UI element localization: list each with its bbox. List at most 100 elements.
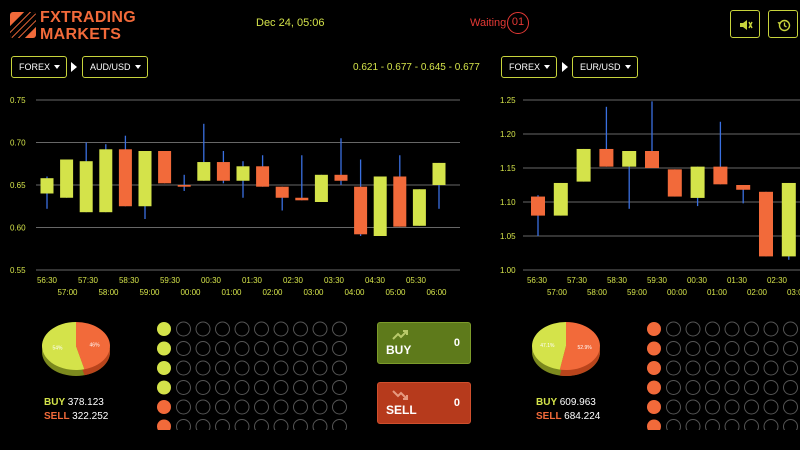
x-tick-label: 02:00 [747, 288, 768, 297]
result-dot-empty [176, 341, 191, 356]
result-dot-empty [685, 399, 701, 415]
result-dot-empty [234, 419, 250, 430]
candle-body [622, 151, 637, 167]
chevron-right-icon [71, 62, 77, 72]
y-tick-label: 1.15 [500, 164, 516, 173]
candle-body [432, 162, 446, 185]
result-dot-empty [293, 419, 308, 430]
result-dot-empty [724, 419, 740, 430]
sound-button[interactable] [730, 10, 760, 38]
candle-body [531, 196, 545, 216]
result-dot-empty [744, 341, 759, 356]
result-dot-filled [157, 380, 171, 395]
result-dot-empty [176, 360, 191, 376]
result-dot-empty [215, 419, 230, 430]
y-tick-label: 1.20 [500, 130, 516, 139]
x-tick-label: 57:00 [547, 288, 568, 297]
candle-body [412, 189, 426, 226]
totals-right: BUY 609.963 SELL 684.224 [536, 396, 600, 424]
result-dot-empty [195, 360, 211, 376]
sell-total-label: SELL [44, 411, 70, 422]
result-dot-empty [254, 380, 269, 395]
y-tick-label: 1.05 [500, 232, 516, 241]
result-dot-empty [724, 360, 740, 376]
sell-total-value: 322.252 [72, 411, 109, 422]
result-dot-empty [332, 419, 347, 430]
result-dot-empty [254, 321, 269, 337]
candle-body [99, 149, 113, 213]
y-tick-label: 0.75 [10, 96, 26, 105]
candle-body [79, 161, 93, 213]
pie-label-buy: 47.1% [540, 343, 555, 349]
history-grid-left [157, 321, 347, 430]
result-dot-empty [293, 341, 308, 356]
pair-select-left[interactable]: AUD/USD [82, 56, 148, 78]
result-dot-empty [273, 321, 289, 337]
pair-select-value: AUD/USD [90, 62, 131, 72]
pair-select-value: EUR/USD [580, 62, 621, 72]
result-dot-empty [685, 419, 701, 430]
result-dot-empty [195, 419, 211, 430]
result-dot-empty [763, 380, 779, 395]
market-select-right[interactable]: FOREX [501, 56, 557, 78]
x-tick-label: 58:00 [98, 288, 119, 297]
pie-slice-sell [559, 322, 600, 370]
logo-text-line1: FXTRADING [40, 9, 137, 26]
candle-body [275, 186, 289, 198]
result-dot-filled [157, 322, 171, 336]
candle-body [736, 185, 751, 190]
result-dot-filled [647, 380, 661, 395]
buy-button[interactable]: BUY 0 [377, 322, 471, 364]
result-dot-empty [176, 380, 191, 395]
brand-logo: FXTRADING MARKETS [10, 8, 140, 43]
history-grid-right [647, 321, 798, 430]
pie-slice-buy [42, 322, 85, 370]
result-dot-empty [705, 399, 720, 415]
x-tick-label: 04:30 [365, 276, 386, 285]
x-tick-label: 56:30 [527, 276, 548, 285]
sell-button[interactable]: SELL 0 [377, 382, 471, 424]
pair-select-right[interactable]: EUR/USD [572, 56, 638, 78]
result-dot-empty [783, 321, 798, 337]
result-dot-empty [312, 321, 328, 337]
result-dot-empty [724, 399, 740, 415]
candle-body [759, 191, 773, 257]
y-tick-label: 1.10 [500, 198, 516, 207]
result-dot-empty [744, 321, 759, 337]
market-select-left[interactable]: FOREX [11, 56, 67, 78]
buy-button-count: 0 [453, 337, 460, 349]
result-dot-empty [215, 360, 230, 376]
candlestick-chart-left[interactable]: 0.75 0.70 0.65 0.60 0.55 56:30 57:30 58:30 59:30… [0, 88, 470, 305]
candle-body [781, 182, 796, 257]
buy-total-label: BUY [44, 397, 65, 408]
result-dot-empty [273, 360, 289, 376]
result-dot-filled [647, 322, 661, 336]
y-tick-label: 0.65 [10, 181, 26, 190]
result-dot-empty [312, 399, 328, 415]
logo-text-line2: MARKETS [40, 26, 122, 43]
result-dot-empty [312, 419, 328, 430]
chevron-down-icon [54, 65, 60, 69]
result-dot-empty [763, 399, 779, 415]
result-dot-empty [332, 321, 347, 337]
chevron-down-icon [544, 65, 550, 69]
result-dot-empty [705, 341, 720, 356]
candle-body [553, 182, 568, 216]
result-dot-empty [685, 341, 701, 356]
result-dot-empty [254, 399, 269, 415]
sell-button-count: 0 [453, 397, 460, 409]
result-dot-empty [666, 380, 681, 395]
candle-body [645, 151, 659, 168]
history-button[interactable] [768, 10, 798, 38]
candle-body [354, 186, 368, 235]
x-tick-label: 58:30 [119, 276, 140, 285]
y-tick-label: 1.25 [500, 96, 516, 105]
result-dot-empty [195, 321, 211, 337]
result-dot-empty [215, 341, 230, 356]
result-dot-empty [685, 360, 701, 376]
candle-body [334, 174, 348, 181]
candlestick-chart-right[interactable]: 1.25 1.20 1.15 1.10 1.05 1.00 56:30 57:30 58:30 5… [495, 88, 800, 305]
result-dot-filled [647, 361, 661, 375]
result-dot-empty [666, 341, 681, 356]
result-dot-empty [195, 399, 211, 415]
